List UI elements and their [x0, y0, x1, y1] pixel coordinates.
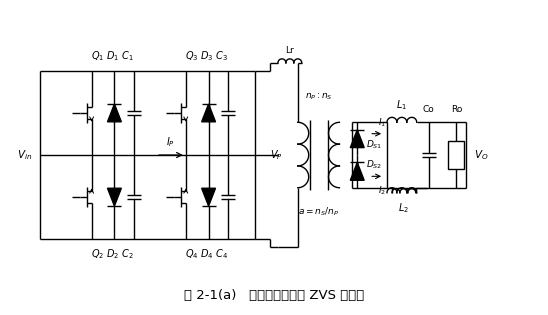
Text: 图 2-1(a)   改进型移相全桥 ZVS 主电路: 图 2-1(a) 改进型移相全桥 ZVS 主电路 [184, 289, 364, 302]
Polygon shape [350, 130, 364, 148]
Text: $V_{in}$: $V_{in}$ [17, 148, 32, 162]
Text: $I_1$: $I_1$ [378, 116, 386, 129]
Text: $D_{S1}$: $D_{S1}$ [366, 139, 383, 152]
Text: $I_P$: $I_P$ [167, 135, 175, 149]
Text: $Q_3\ D_3\ C_3$: $Q_3\ D_3\ C_3$ [185, 49, 229, 63]
Text: $Q_1\ D_1\ C_1$: $Q_1\ D_1\ C_1$ [92, 49, 135, 63]
Text: $Q_2\ D_2\ C_2$: $Q_2\ D_2\ C_2$ [92, 247, 134, 261]
Text: Ro: Ro [450, 106, 462, 114]
Polygon shape [107, 104, 121, 122]
Text: $D_{S2}$: $D_{S2}$ [366, 159, 383, 171]
Text: $n_P:n_S$: $n_P:n_S$ [305, 92, 333, 102]
Text: Co: Co [423, 106, 435, 114]
Text: Lr: Lr [286, 46, 294, 55]
Text: $Q_4\ D_4\ C_4$: $Q_4\ D_4\ C_4$ [185, 247, 229, 261]
Polygon shape [202, 104, 215, 122]
Text: $I_2$: $I_2$ [378, 184, 386, 197]
Text: $a=n_S/n_P$: $a=n_S/n_P$ [298, 206, 339, 218]
Text: $L_2$: $L_2$ [398, 202, 409, 215]
Text: $V_P$: $V_P$ [270, 148, 283, 162]
Polygon shape [107, 188, 121, 206]
Polygon shape [202, 188, 215, 206]
Polygon shape [350, 163, 364, 180]
Text: $V_O$: $V_O$ [474, 148, 489, 162]
Bar [448, 141, 464, 169]
Text: $L_1$: $L_1$ [396, 99, 407, 112]
